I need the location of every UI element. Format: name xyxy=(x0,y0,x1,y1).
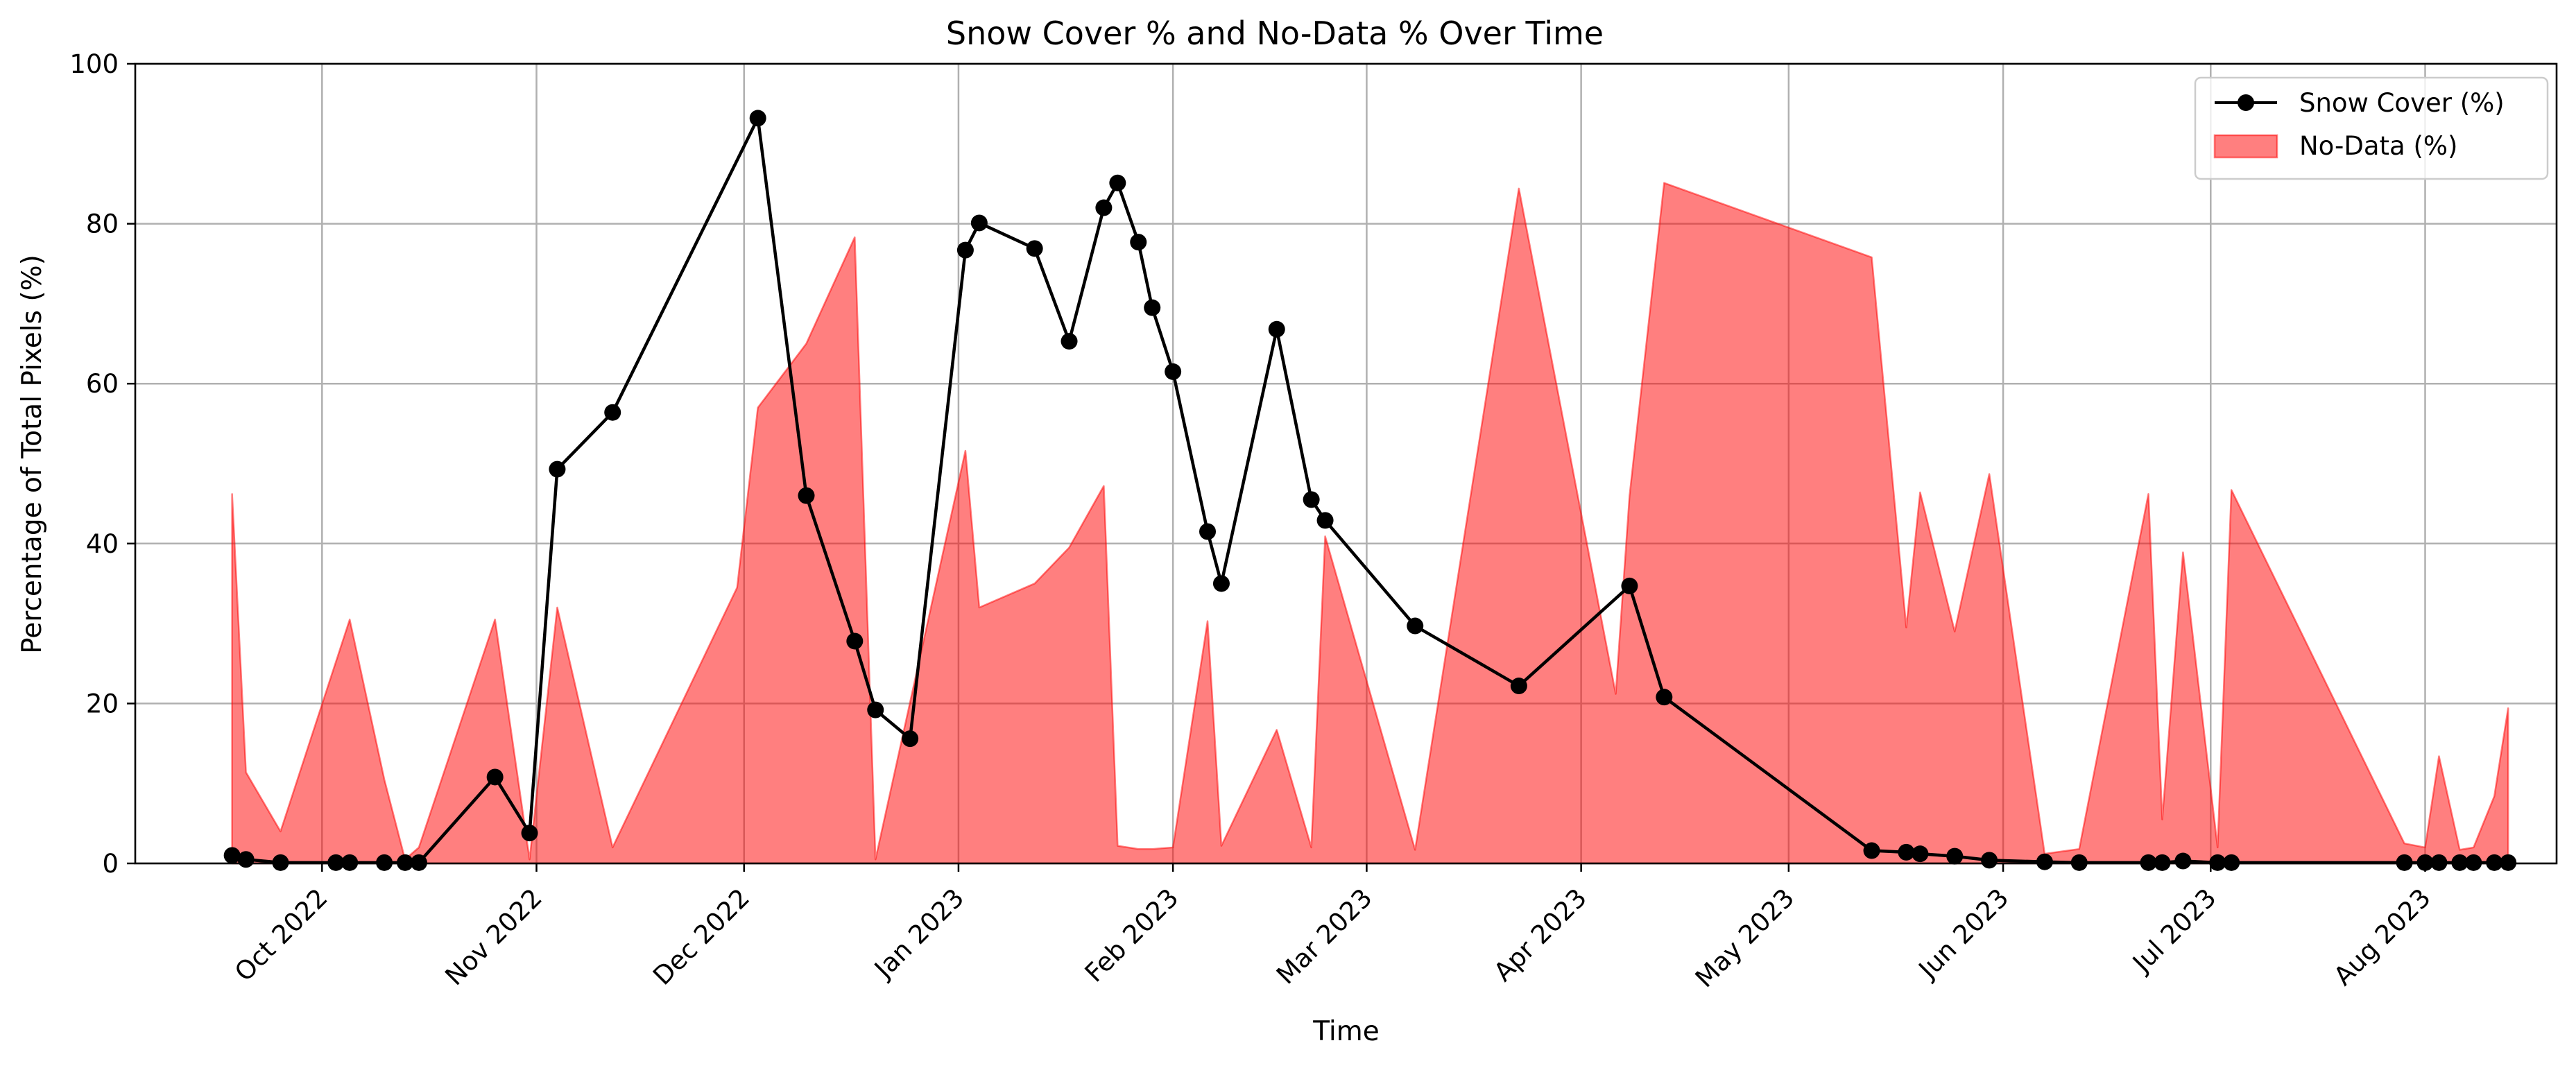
snow-cover-point xyxy=(549,460,566,478)
x-axis-label: Time xyxy=(1312,1016,1379,1047)
legend-marker-swatch xyxy=(2238,94,2254,111)
snow-cover-point xyxy=(867,701,884,718)
snow-cover-point xyxy=(1199,523,1217,540)
snow-cover-point xyxy=(1109,174,1126,191)
snow-cover-point xyxy=(1510,678,1527,695)
snow-cover-point xyxy=(970,214,988,232)
snow-cover-point xyxy=(1303,491,1320,508)
snow-cover-point xyxy=(1316,512,1334,529)
snow-cover-point xyxy=(1212,575,1230,592)
snow-cover-point xyxy=(1144,299,1161,316)
y-tick-label: 80 xyxy=(86,209,119,239)
y-tick-label: 20 xyxy=(86,689,119,718)
y-tick-label: 40 xyxy=(86,529,119,559)
snow-cover-point xyxy=(956,241,974,259)
snow-cover-point xyxy=(1621,577,1638,594)
y-tick-label: 0 xyxy=(102,849,119,879)
plot-frame xyxy=(134,62,2558,865)
snow-cover-point xyxy=(902,730,919,748)
no-data-area xyxy=(231,182,2509,865)
y-tick-label: 60 xyxy=(86,369,119,399)
y-axis-label: Percentage of Total Pixels (%) xyxy=(17,255,48,654)
legend-area-swatch xyxy=(2213,134,2278,159)
legend-no-data-label: No-Data (%) xyxy=(2299,131,2458,161)
snow-cover-point xyxy=(1026,240,1043,257)
snow-cover-point xyxy=(846,632,864,650)
snow-cover-point xyxy=(1407,617,1424,635)
snow-cover-point xyxy=(1946,847,1964,865)
snow-cover-point xyxy=(223,847,241,864)
snow-cover-point xyxy=(604,404,621,421)
snow-cover-point xyxy=(1912,845,1929,863)
snow-cover-point xyxy=(2036,853,2053,870)
snow-cover-point xyxy=(1863,842,1880,859)
no-data-area-layer xyxy=(231,182,2509,865)
snow-cover-point xyxy=(486,768,504,786)
legend-box xyxy=(2194,76,2549,180)
snow-cover-point xyxy=(521,825,538,842)
snow-cover-point xyxy=(1165,363,1182,380)
y-tick-label: 100 xyxy=(69,49,119,79)
snow-cover-point xyxy=(1061,333,1078,350)
legend-snow-cover-label: Snow Cover (%) xyxy=(2299,88,2505,118)
snow-cover-point xyxy=(2174,852,2192,870)
snow-cover-point xyxy=(1130,234,1147,251)
snow-cover-point xyxy=(798,487,815,504)
chart-title: Snow Cover % and No-Data % Over Time xyxy=(946,15,1604,52)
snow-cover-point xyxy=(1095,199,1113,216)
snow-cover-point xyxy=(1981,852,1998,869)
snow-cover-point xyxy=(749,110,766,127)
snow-cover-point xyxy=(1268,320,1285,338)
snow-cover-point xyxy=(1898,843,1915,861)
legend: Snow Cover (%) No-Data (%) xyxy=(2194,76,2549,180)
snow-cover-point xyxy=(237,851,255,868)
snow-cover-point xyxy=(1656,689,1673,706)
